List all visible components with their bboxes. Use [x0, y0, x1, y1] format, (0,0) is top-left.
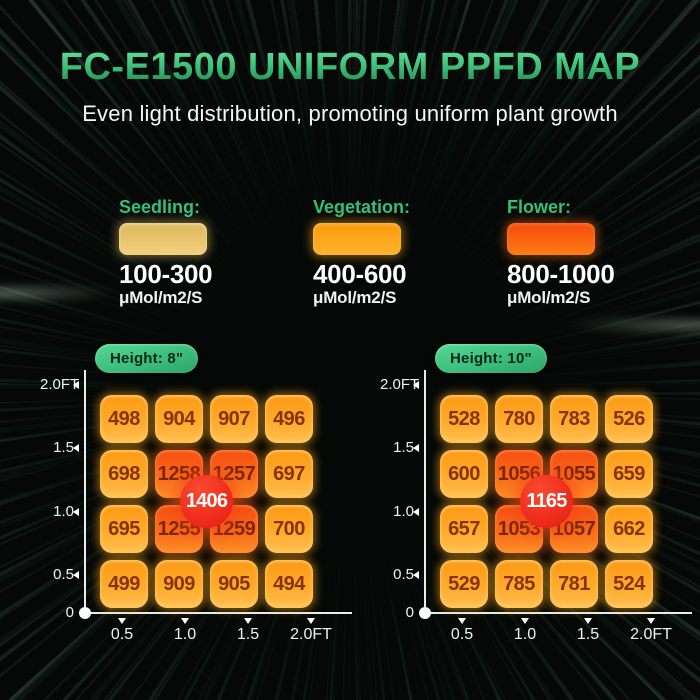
ppfd-legend: Seedling: 100-300 μMol/m2/S Vegetation: … [48, 197, 700, 308]
x-axis-label: 0.5 [110, 626, 134, 643]
seedling-swatch-icon [119, 223, 207, 255]
y-tick-icon [73, 508, 79, 516]
x-tick-icon [181, 618, 189, 624]
ppfd-cell: 524 [605, 560, 653, 608]
ppfd-cell: 695 [100, 505, 148, 553]
height-badge: Height: 10" [435, 344, 547, 373]
ppfd-panel-height-8: Height: 8" 2.0FT 1.5 1.0 0.5 0 0.5 1.0 1… [40, 340, 370, 660]
origin-dot [419, 607, 431, 619]
ppfd-cell: 659 [605, 450, 653, 498]
y-tick-icon [73, 571, 79, 579]
x-tick-icon [521, 618, 529, 624]
flower-swatch-icon [507, 223, 595, 255]
legend-range: 800-1000 [507, 259, 615, 289]
legend-item-seedling: Seedling: 100-300 μMol/m2/S [119, 197, 241, 308]
legend-item-flower: Flower: 800-1000 μMol/m2/S [507, 197, 629, 308]
light-streak-right [560, 320, 700, 330]
legend-unit: μMol/m2/S [313, 288, 397, 308]
y-tick-icon [73, 381, 79, 389]
legend-item-vegetation: Vegetation: 400-600 μMol/m2/S [313, 197, 435, 308]
ppfd-cell: 700 [265, 505, 313, 553]
ppfd-cell: 528 [440, 395, 488, 443]
ppfd-cell: 697 [265, 450, 313, 498]
ppfd-cell: 785 [495, 560, 543, 608]
ppfd-panel-height-10: Height: 10" 2.0FT 1.5 1.0 0.5 0 0.5 1.0 … [380, 340, 700, 660]
ppfd-cell: 494 [265, 560, 313, 608]
legend-label: Flower: [507, 197, 572, 217]
vegetation-swatch-icon [313, 223, 401, 255]
ppfd-cell: 496 [265, 395, 313, 443]
legend-unit: μMol/m2/S [507, 288, 591, 308]
ppfd-cell: 662 [605, 505, 653, 553]
x-axis-line [84, 612, 352, 614]
height-badge: Height: 8" [95, 344, 199, 373]
ppfd-cell: 905 [210, 560, 258, 608]
y-axis-line [84, 370, 86, 614]
legend-range: 100-300 [119, 259, 213, 289]
legend-label: Vegetation: [313, 197, 411, 217]
y-axis-label: 0.5 [393, 566, 414, 583]
y-axis-label: 0.5 [53, 566, 74, 583]
x-axis-label: 2.0FT [290, 626, 332, 643]
ppfd-grid: 528 780 783 526 600 1056 1055 659 657 10… [440, 395, 653, 608]
ppfd-grid: 498 904 907 496 698 1258 1257 697 695 12… [100, 395, 313, 608]
y-axis-label: 1.5 [53, 439, 74, 456]
y-axis-label: 1.0 [53, 503, 74, 520]
ppfd-cell: 904 [155, 395, 203, 443]
ppfd-cell: 1257 [210, 450, 258, 498]
page-title: FC-E1500 UNIFORM PPFD MAP [0, 48, 700, 86]
page-subtitle: Even light distribution, promoting unifo… [82, 101, 618, 126]
ppfd-cell: 780 [495, 395, 543, 443]
ppfd-cell: 698 [100, 450, 148, 498]
x-tick-icon [307, 618, 315, 624]
x-axis-label: 1.0 [513, 626, 537, 643]
ppfd-cell: 499 [100, 560, 148, 608]
y-axis-label: 1.5 [393, 439, 414, 456]
y-axis-label: 2.0FT [380, 376, 420, 393]
legend-range: 400-600 [313, 259, 407, 289]
x-axis-line [424, 612, 692, 614]
y-tick-icon [413, 508, 419, 516]
y-axis-label: 1.0 [393, 503, 414, 520]
x-tick-icon [458, 618, 466, 624]
y-tick-icon [73, 444, 79, 452]
ppfd-cell: 781 [550, 560, 598, 608]
ppfd-cell: 907 [210, 395, 258, 443]
y-tick-icon [413, 381, 419, 389]
ppfd-cell: 783 [550, 395, 598, 443]
legend-label: Seedling: [119, 197, 201, 217]
x-tick-icon [647, 618, 655, 624]
x-tick-icon [244, 618, 252, 624]
x-axis-label: 1.5 [576, 626, 600, 643]
y-axis-label: 2.0FT [40, 376, 80, 393]
y-axis-label: 0 [65, 604, 74, 621]
legend-unit: μMol/m2/S [119, 288, 203, 308]
x-axis-label: 1.5 [236, 626, 260, 643]
peak-value-badge: 1165 [520, 475, 573, 528]
peak-value-badge: 1406 [180, 475, 233, 528]
ppfd-cell: 529 [440, 560, 488, 608]
x-axis-label: 2.0FT [630, 626, 672, 643]
ppfd-cell: 526 [605, 395, 653, 443]
ppfd-cell: 1055 [550, 450, 598, 498]
x-axis-label: 1.0 [173, 626, 197, 643]
ppfd-cell: 657 [440, 505, 488, 553]
origin-dot [79, 607, 91, 619]
x-tick-icon [584, 618, 592, 624]
ppfd-cell: 909 [155, 560, 203, 608]
y-tick-icon [413, 571, 419, 579]
y-tick-icon [413, 444, 419, 452]
x-axis-label: 0.5 [450, 626, 474, 643]
ppfd-cell: 600 [440, 450, 488, 498]
x-tick-icon [118, 618, 126, 624]
y-axis-label: 0 [405, 604, 414, 621]
ppfd-cell: 498 [100, 395, 148, 443]
light-streak-left [0, 288, 120, 298]
y-axis-line [424, 370, 426, 614]
